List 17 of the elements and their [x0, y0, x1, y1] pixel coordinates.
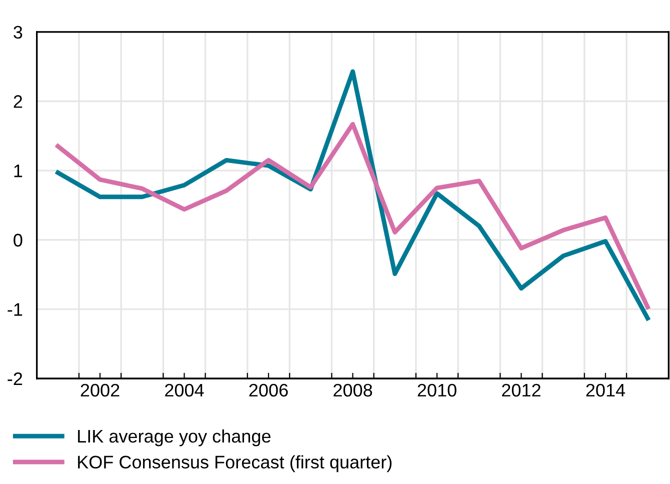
y-tick-label: 0 [14, 234, 22, 247]
line-series [56, 122, 650, 310]
x-tick-label: 2012 [502, 384, 540, 397]
x-tick-label: 2008 [334, 384, 372, 397]
y-tick-label: 3 [14, 26, 22, 39]
x-tick-label: 2006 [249, 384, 288, 397]
x-tick-label: 2004 [165, 384, 204, 397]
x-tick-label: 2010 [418, 384, 456, 397]
line-series [56, 69, 650, 320]
legend-label: LIK average yoy change [78, 429, 271, 446]
legend-label: KOF Consensus Forecast (first quarter) [78, 455, 392, 472]
y-tick-label: -1 [8, 303, 22, 316]
y-tick-label: 2 [14, 95, 22, 108]
x-tick-label: 2002 [80, 384, 120, 397]
y-tick-label: -2 [8, 372, 22, 386]
y-tick-label: 1 [14, 164, 22, 178]
x-tick-label: 2014 [586, 384, 626, 397]
